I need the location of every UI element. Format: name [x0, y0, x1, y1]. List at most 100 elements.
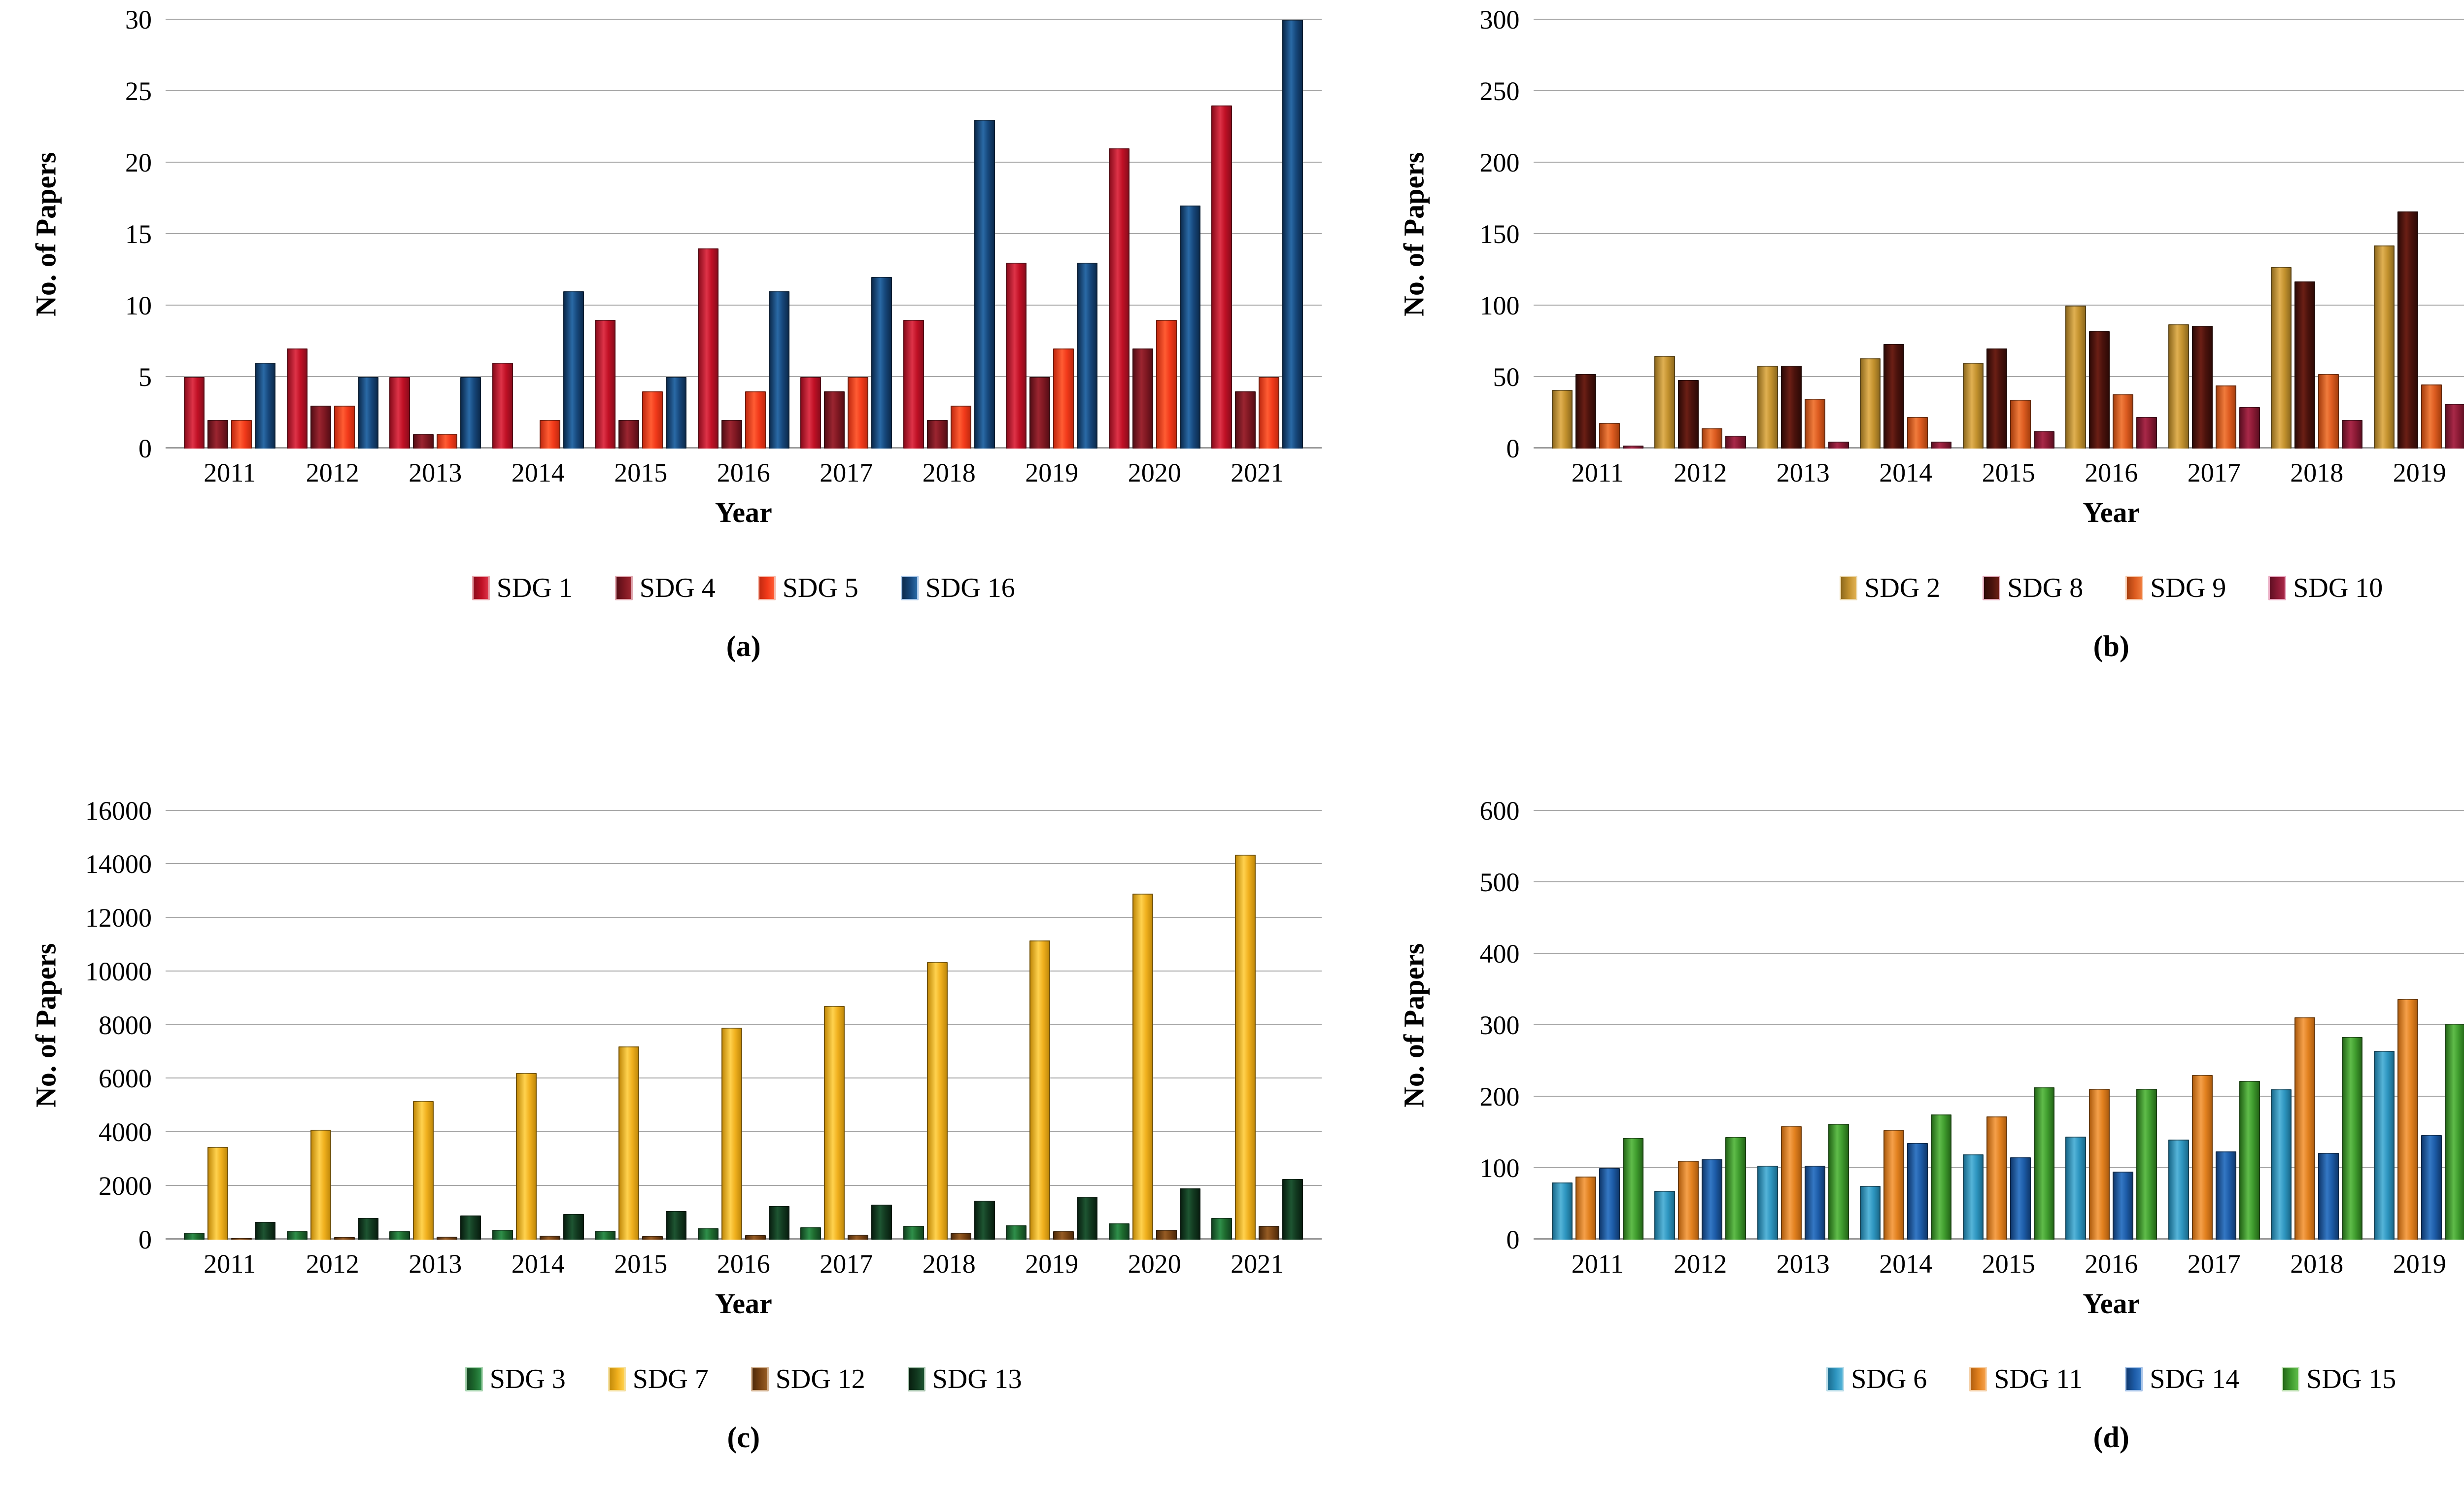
legend-label: SDG 7 — [632, 1363, 709, 1394]
bar-sdg-13-2017 — [871, 1204, 892, 1240]
panel-b: No. of Papers 0 50 100 150 200 250 300 2011 201… — [1368, 0, 2464, 747]
gridline — [166, 447, 1322, 449]
gridline — [166, 809, 1322, 811]
bar-sdg-4-2015 — [618, 420, 640, 449]
gridline — [166, 1077, 1322, 1079]
bar-sdg-16-2011 — [255, 363, 276, 449]
y-tick-label: 30 — [125, 5, 152, 35]
bar-sdg-8-2018 — [2294, 281, 2316, 449]
bar-group-2019 — [2368, 20, 2464, 449]
legend-label: SDG 11 — [1994, 1363, 2083, 1394]
bar-sdg-13-2019 — [1077, 1196, 1098, 1240]
bar-group-2012 — [281, 20, 384, 449]
bar-group-2016 — [2060, 20, 2163, 449]
bar-sdg-11-2016 — [2089, 1088, 2110, 1240]
bar-group-2011 — [178, 20, 281, 449]
gridline — [166, 1184, 1322, 1186]
legend-item-sdg-1: SDG 1 — [472, 572, 573, 604]
x-tick-label: 2019 — [1025, 1249, 1079, 1279]
bar-group-2015 — [1957, 20, 2060, 449]
y-tick-label: 20 — [125, 148, 152, 177]
bar-sdg-5-2015 — [642, 391, 663, 449]
bar-sdg-11-2015 — [1986, 1116, 2007, 1240]
legend: SDG 2 SDG 8 SDG 9 SDG 10 — [1534, 572, 2464, 604]
legend-item-sdg-10: SDG 10 — [2268, 572, 2383, 604]
bar-group-2015 — [589, 811, 692, 1240]
x-tick-label: 2018 — [922, 458, 976, 487]
bar-sdg-5-2017 — [848, 377, 869, 449]
legend-swatch-icon — [900, 576, 919, 600]
legend-swatch-icon — [465, 1366, 483, 1391]
y-tick-label: 400 — [1479, 938, 1520, 969]
legend-label: SDG 15 — [2306, 1363, 2396, 1394]
bar-sdg-3-2019 — [1006, 1225, 1027, 1240]
legend-label: SDG 14 — [2150, 1363, 2240, 1394]
legend-swatch-icon — [907, 1366, 925, 1391]
bar-sdg-12-2018 — [950, 1233, 971, 1240]
bar-sdg-8-2015 — [1986, 348, 2007, 449]
bar-group-2012 — [1649, 811, 1752, 1240]
x-tick-label: 2015 — [614, 458, 668, 487]
bar-sdg-16-2020 — [1179, 206, 1200, 449]
bar-group-2017 — [2163, 811, 2266, 1240]
gridline — [166, 233, 1322, 234]
plot-column: 2011201220132014201520162017201820192020… — [1533, 19, 2464, 663]
y-axis-title: No. of Papers — [1398, 152, 1430, 316]
bar-sdg-1-2019 — [1006, 263, 1027, 449]
legend: SDG 3 SDG 7 SDG 12 SDG 13 — [166, 1363, 1322, 1395]
legend-label: SDG 12 — [775, 1363, 865, 1394]
x-tick-label: 2017 — [2187, 458, 2241, 487]
bar-sdg-2-2012 — [1654, 355, 1676, 449]
x-axis-title: Year — [715, 1287, 772, 1319]
bar-sdg-11-2018 — [2294, 1017, 2316, 1240]
x-tick-label: 2011 — [204, 458, 256, 487]
panel-a: No. of Papers 0 5 10 15 20 25 30 2011 2012 2013 2… — [0, 0, 1368, 747]
bar-sdg-16-2013 — [460, 377, 481, 449]
legend-label: SDG 10 — [2293, 573, 2383, 603]
y-tick-label: 16000 — [85, 796, 152, 826]
y-tick-label: 300 — [1479, 5, 1520, 35]
bar-sdg-1-2012 — [286, 348, 308, 449]
bar-sdg-7-2018 — [926, 962, 948, 1240]
gridline — [166, 1131, 1322, 1132]
bar-group-2013 — [1752, 811, 1855, 1240]
bar-sdg-16-2021 — [1282, 20, 1303, 449]
legend-swatch-icon — [608, 1366, 626, 1391]
bar-group-2016 — [692, 20, 795, 449]
bar-sdg-2-2015 — [1962, 363, 1984, 449]
plot-area — [1533, 19, 2464, 449]
bar-group-2014 — [1854, 20, 1957, 449]
bar-sdg-7-2012 — [310, 1129, 331, 1240]
legend-swatch-icon — [2282, 1366, 2300, 1391]
x-tick-label: 2017 — [820, 458, 873, 487]
bar-sdg-15-2011 — [1622, 1138, 1643, 1240]
y-axis-title: No. of Papers — [30, 152, 62, 316]
legend: SDG 1 SDG 4 SDG 5 SDG 16 — [166, 572, 1322, 604]
bar-sdg-12-2017 — [848, 1234, 869, 1240]
y-tick-label: 200 — [1479, 1081, 1520, 1111]
bar-group-2019 — [1000, 20, 1103, 449]
bar-sdg-3-2014 — [492, 1230, 513, 1240]
bar-sdg-11-2019 — [2397, 999, 2418, 1240]
bar-group-2014 — [487, 811, 590, 1240]
legend-label: SDG 2 — [1864, 573, 1941, 603]
x-tick-label: 2015 — [614, 1249, 668, 1279]
x-tick-label: 2018 — [2290, 458, 2344, 487]
gridline — [1533, 1095, 2464, 1097]
chart-a: No. of Papers 0 5 10 15 20 25 30 2011 2012 2013 2… — [25, 6, 1353, 663]
bar-sdg-16-2012 — [357, 377, 378, 449]
bar-group-2016 — [2060, 811, 2163, 1240]
bar-sdg-10-2017 — [2239, 407, 2260, 449]
gridline — [166, 863, 1322, 865]
bar-sdg-3-2011 — [184, 1232, 205, 1240]
bar-sdg-5-2013 — [437, 434, 458, 449]
y-tick-label: 0 — [1506, 1224, 1520, 1254]
bar-group-2018 — [898, 811, 1001, 1240]
bar-sdg-1-2020 — [1108, 148, 1129, 449]
bar-sdg-10-2012 — [1725, 435, 1746, 449]
bar-sdg-9-2017 — [2215, 385, 2236, 449]
bar-sdg-6-2013 — [1757, 1166, 1778, 1240]
